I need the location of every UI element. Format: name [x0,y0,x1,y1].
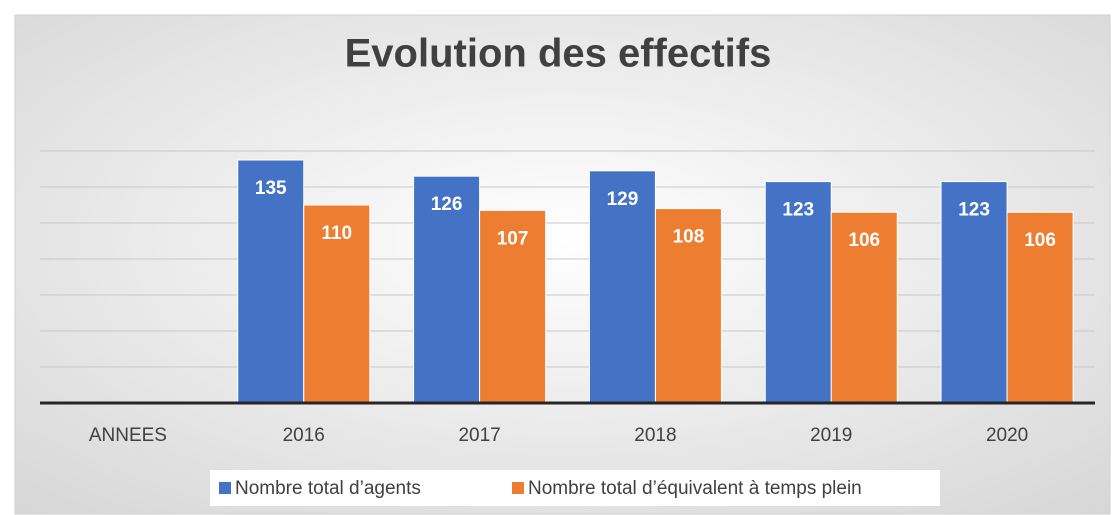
legend-label: Nombre total d’agents [235,478,421,499]
data-label: 126 [431,194,463,215]
data-label: 135 [255,178,287,199]
chart-title: Evolution des effectifs [345,32,772,76]
x-tick-label: 2017 [458,425,500,446]
data-label: 107 [497,228,529,249]
x-tick-label: 2019 [810,425,852,446]
data-label: 110 [321,223,352,244]
bar [237,159,305,404]
data-label: 123 [782,200,814,221]
bar [413,175,481,404]
bar [830,211,898,404]
bar [1006,211,1074,404]
data-label: 129 [607,189,639,210]
data-label: 123 [958,200,990,221]
legend-box [210,470,940,506]
x-tick-label: 2018 [634,425,676,446]
legend-swatch [219,482,231,494]
data-label: 106 [1024,230,1056,251]
x-tick-label: 2020 [986,425,1028,446]
data-label: 106 [848,230,880,251]
bar [479,209,547,404]
x-tick-label: 2016 [283,425,325,446]
chart-background [14,14,1111,515]
data-label: 108 [673,227,705,248]
legend-label: Nombre total d’équivalent à temps plein [528,478,862,499]
legend-swatch [512,482,524,494]
bar [303,204,371,404]
x-tick-label: ANNEES [89,425,167,446]
bar [940,181,1008,404]
